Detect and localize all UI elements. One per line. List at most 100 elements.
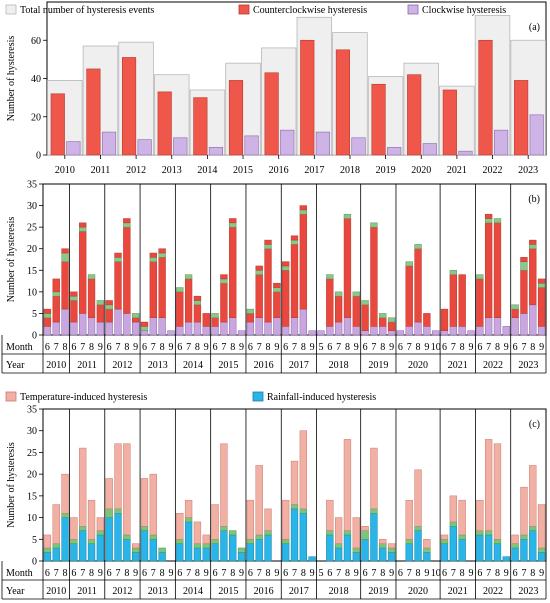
bar-c-2015-m8-s1 bbox=[229, 530, 237, 536]
bar-c-2017-m8-s2 bbox=[299, 430, 307, 510]
bar-b-2012-m7-s3 bbox=[114, 252, 122, 258]
bar-c-2020-m7-s0 bbox=[405, 543, 413, 562]
xtick-a-2019: 2019 bbox=[376, 165, 396, 176]
bar-b-2023-m8-s1 bbox=[529, 248, 537, 306]
bar-b-2023-m6-s1 bbox=[511, 308, 519, 318]
bar-c-2017-m8-s1 bbox=[299, 508, 307, 514]
month-b-2018-5: 5 bbox=[318, 342, 323, 353]
bar-b-2020-m10-s0 bbox=[432, 330, 440, 336]
month-b-2022-7: 7 bbox=[486, 342, 491, 353]
bar-c-2018-m8-s1 bbox=[343, 530, 352, 536]
legend-c-label-0: Temperature-induced hysteresis bbox=[20, 392, 147, 403]
ytick-b-30: 30 bbox=[27, 201, 37, 212]
month-b-2016-9: 9 bbox=[274, 342, 279, 353]
year-c-2015: 2015 bbox=[218, 586, 238, 597]
bar-b-2019-m7-s0 bbox=[370, 326, 378, 336]
bar-b-2018-m8-s0 bbox=[343, 317, 352, 336]
year-b-2011: 2011 bbox=[77, 360, 97, 371]
bar-c-2017-m8-s0 bbox=[299, 512, 307, 562]
month-b-2016-6: 6 bbox=[248, 342, 253, 353]
bar-c-2019-m9-s2 bbox=[387, 543, 396, 549]
bar-b-2016-m9-s2 bbox=[273, 287, 281, 293]
bar-c-2017-m9-s0 bbox=[308, 556, 316, 562]
bar-b-2012-m6-s1 bbox=[105, 308, 113, 323]
bar-c-2019-m9-s1 bbox=[387, 547, 396, 553]
year-c-2017: 2017 bbox=[289, 586, 309, 597]
bar-c-2011-m9-s1 bbox=[96, 530, 105, 536]
ytick-a-0: 0 bbox=[36, 151, 41, 162]
bar-cw-2012 bbox=[137, 139, 152, 156]
bar-c-2021-m6-s0 bbox=[440, 543, 449, 562]
ytick-c-25: 25 bbox=[27, 448, 37, 459]
bar-b-2017-m8-s1 bbox=[299, 213, 307, 310]
bar-c-2022-m8-s1 bbox=[493, 539, 502, 544]
bar-b-2018-m9-s2 bbox=[352, 291, 360, 297]
bar-b-2015-m6-s2 bbox=[211, 313, 219, 318]
bar-b-2014-m8-s2 bbox=[193, 300, 202, 306]
bar-b-2022-m8-s1 bbox=[493, 222, 502, 318]
bar-b-2017-m6-s2 bbox=[282, 265, 290, 271]
xtick-a-2016: 2016 bbox=[269, 165, 289, 176]
bar-b-2011-m7-s2 bbox=[79, 226, 87, 232]
ytick-c-20: 20 bbox=[27, 470, 37, 481]
bar-b-2019-m9-s0 bbox=[387, 330, 396, 336]
bar-b-2011-m7-s3 bbox=[79, 222, 87, 228]
bar-c-2016-m6-s0 bbox=[246, 543, 255, 562]
bar-b-2011-m7-s0 bbox=[79, 313, 87, 336]
year-b-2013: 2013 bbox=[148, 360, 168, 371]
bar-c-2014-m7-s2 bbox=[184, 499, 193, 518]
month-b-2010-8: 8 bbox=[63, 342, 68, 353]
bar-b-2010-m7-s1 bbox=[52, 295, 60, 323]
bar-c-2018-m7-s2 bbox=[334, 517, 343, 544]
bar-c-2014-m7-s1 bbox=[184, 517, 193, 523]
bar-b-2010-m8-s3 bbox=[61, 248, 69, 254]
bar-c-2023-m7-s2 bbox=[520, 486, 528, 536]
xtick-a-2017: 2017 bbox=[304, 165, 324, 176]
year-b-2019: 2019 bbox=[368, 360, 388, 371]
ytick-a-60: 60 bbox=[31, 36, 41, 47]
bar-b-2013-m8-s0 bbox=[158, 317, 166, 336]
bar-b-2012-m8-s0 bbox=[123, 313, 131, 336]
year-c-2016: 2016 bbox=[254, 586, 274, 597]
bar-c-2019-m8-s0 bbox=[379, 547, 387, 562]
bar-b-2022-m7-s1 bbox=[484, 222, 493, 318]
bar-b-2015-m6-s1 bbox=[211, 317, 219, 327]
bar-c-2023-m7-s0 bbox=[520, 539, 528, 562]
bar-c-2011-m9-s2 bbox=[96, 517, 105, 531]
bar-b-2012-m6-s2 bbox=[105, 304, 113, 310]
month-c-2020-8: 8 bbox=[416, 568, 421, 579]
bar-c-2018-m7-s1 bbox=[334, 543, 343, 549]
bar-b-2012-m8-s2 bbox=[123, 222, 131, 228]
bar-b-2018-m7-s1 bbox=[334, 295, 343, 323]
bar-b-2023-m7-s3 bbox=[520, 257, 528, 262]
legend-a-label-0: Total number of hysteresis events bbox=[20, 5, 154, 16]
year-b-2022: 2022 bbox=[483, 360, 503, 371]
xtick-a-2010: 2010 bbox=[55, 165, 75, 176]
bar-b-2013-m6-s3 bbox=[140, 321, 149, 327]
bar-b-2016-m7-s2 bbox=[255, 270, 263, 275]
bar-b-2015-m8-s1 bbox=[229, 226, 237, 318]
bar-b-2011-m9-s1 bbox=[96, 304, 105, 323]
bar-c-2015-m7-s2 bbox=[220, 443, 228, 527]
month-c-2018-6: 6 bbox=[327, 568, 332, 579]
bar-c-2019-m6-s1 bbox=[361, 530, 369, 540]
bar-b-2015-m7-s1 bbox=[220, 282, 228, 323]
year-b-2012: 2012 bbox=[112, 360, 132, 371]
year-c-2014: 2014 bbox=[183, 586, 203, 597]
bar-c-2010-m7-s1 bbox=[52, 543, 60, 549]
month-c-2011-8: 8 bbox=[89, 568, 94, 579]
legend-a-swatch-0 bbox=[5, 4, 17, 15]
bar-b-2023-m8-s0 bbox=[529, 304, 537, 336]
month-b-2015-8: 8 bbox=[230, 342, 235, 353]
month-b-2017-8: 8 bbox=[301, 342, 306, 353]
bar-c-2012-m8-s1 bbox=[123, 534, 131, 540]
bar-b-2020-m7-s0 bbox=[405, 326, 413, 336]
month-c-2012-8: 8 bbox=[124, 568, 129, 579]
bar-b-2011-m6-s1 bbox=[70, 300, 78, 323]
bar-b-2020-m8-s1 bbox=[414, 248, 422, 323]
bar-c-2015-m7-s0 bbox=[220, 530, 228, 562]
month-c-2018-9: 9 bbox=[354, 568, 359, 579]
bar-ccw-2022 bbox=[478, 39, 493, 156]
month-c-2022-9: 9 bbox=[504, 568, 509, 579]
bar-b-2015-m6-s0 bbox=[211, 326, 219, 336]
